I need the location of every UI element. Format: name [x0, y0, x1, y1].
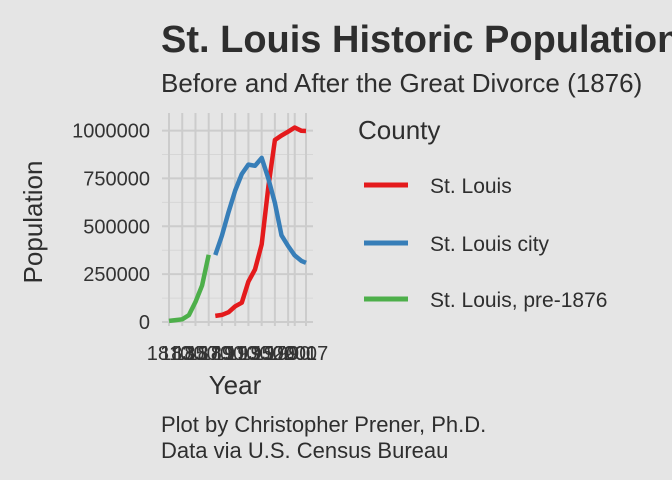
y-tick-label: 750000	[83, 168, 150, 190]
y-tick-label: 0	[139, 312, 150, 334]
y-axis-title: Population	[18, 161, 48, 284]
chart-subtitle: Before and After the Great Divorce (1876…	[161, 68, 642, 98]
series-line-3	[168, 254, 211, 324]
x-tick-label: 1870	[186, 343, 231, 365]
series-line-1	[214, 125, 307, 319]
x-tick-label: 1810	[147, 343, 192, 365]
x-tick-label: 1990	[266, 343, 311, 365]
plot-panel	[162, 113, 313, 326]
series-line-2	[213, 155, 307, 265]
legend-label-3: St. Louis, pre-1876	[430, 289, 607, 312]
y-axis-ticks: 0 250000 500000 750000 1000000	[72, 121, 150, 334]
chart-title: St. Louis Historic Population	[161, 19, 672, 61]
legend-title: County	[358, 115, 440, 145]
x-axis-title: Year	[209, 370, 262, 400]
legend-label-1: St. Louis	[430, 175, 512, 198]
x-tick-label: 2000	[272, 343, 317, 365]
x-tick-label: 1930	[226, 343, 271, 365]
series-lines	[168, 125, 307, 324]
x-tick-label: 1830	[160, 343, 205, 365]
x-tick-label: 1970	[253, 343, 298, 365]
y-tick-label: 1000000	[72, 121, 150, 143]
caption-line-2: Data via U.S. Census Bureau	[161, 438, 448, 463]
grid-lines	[162, 113, 313, 326]
x-tick-label: 1910	[213, 343, 258, 365]
x-tick-label: 2017	[284, 343, 329, 365]
x-tick-label: 1950	[239, 343, 284, 365]
y-tick-label: 250000	[83, 264, 150, 286]
y-tick-label: 500000	[83, 216, 150, 238]
x-tick-label: 1890	[200, 343, 245, 365]
x-axis-ticks: 1810183018501870189019101930195019701990…	[147, 343, 329, 365]
x-tick-label: 1850	[173, 343, 218, 365]
caption-line-1: Plot by Christopher Prener, Ph.D.	[161, 412, 486, 437]
legend-label-2: St. Louis city	[430, 233, 550, 256]
legend: St. Louis St. Louis city St. Louis, pre-18…	[364, 175, 607, 312]
